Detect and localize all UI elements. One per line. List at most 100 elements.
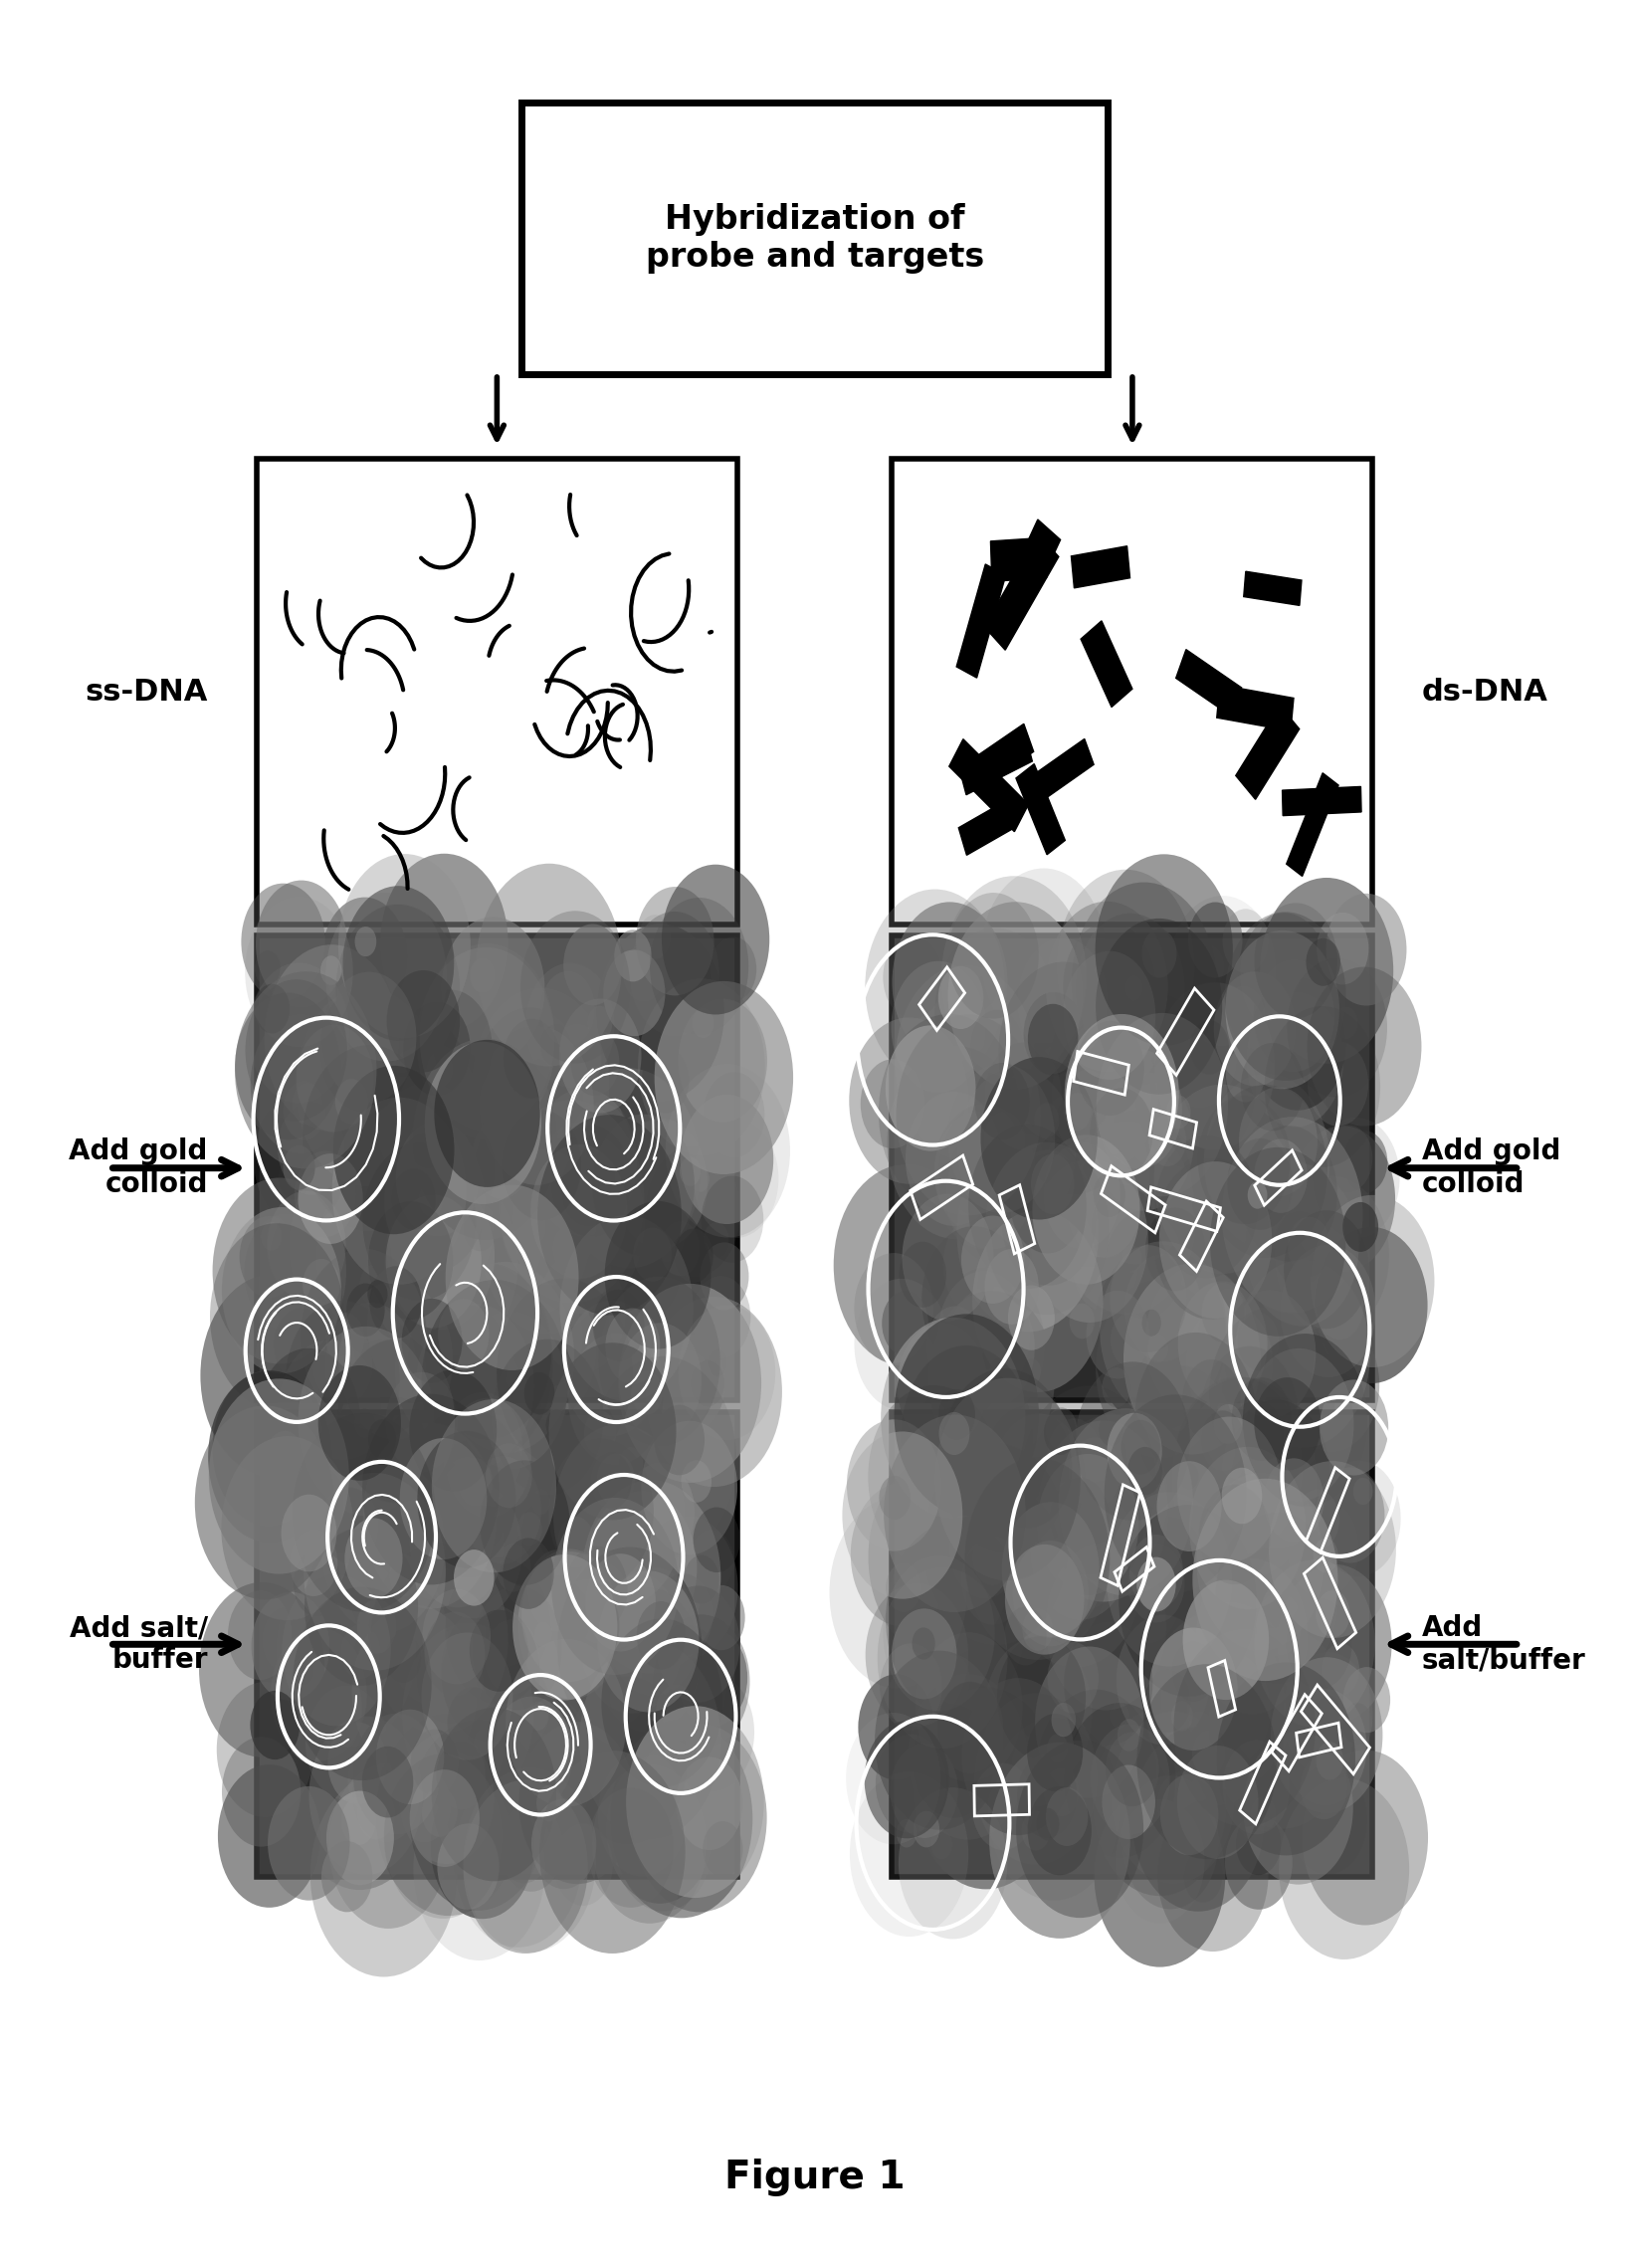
Circle shape <box>362 1143 476 1300</box>
Circle shape <box>1305 939 1339 987</box>
Circle shape <box>605 1202 711 1349</box>
Bar <box>990 538 1045 581</box>
Circle shape <box>387 1182 494 1329</box>
Circle shape <box>1145 1207 1205 1290</box>
Circle shape <box>217 1765 320 1907</box>
Circle shape <box>1240 1125 1336 1261</box>
Circle shape <box>1282 1690 1367 1805</box>
Circle shape <box>1315 1467 1383 1563</box>
Circle shape <box>1031 1476 1127 1613</box>
Circle shape <box>998 962 1129 1143</box>
Circle shape <box>1241 1624 1284 1683</box>
Circle shape <box>400 1281 468 1377</box>
Circle shape <box>610 1719 752 1919</box>
Circle shape <box>1090 1724 1169 1835</box>
Circle shape <box>1031 1154 1073 1213</box>
Circle shape <box>678 998 767 1123</box>
Circle shape <box>708 1349 726 1377</box>
Circle shape <box>1091 966 1109 991</box>
Circle shape <box>320 984 411 1114</box>
Circle shape <box>1243 1349 1354 1501</box>
Bar <box>1282 787 1360 816</box>
Circle shape <box>970 1109 1018 1175</box>
Circle shape <box>404 1408 527 1579</box>
Circle shape <box>537 1250 625 1372</box>
Circle shape <box>201 1275 346 1476</box>
Bar <box>1016 764 1065 855</box>
Circle shape <box>703 1222 729 1256</box>
Circle shape <box>608 1286 659 1356</box>
Circle shape <box>692 1009 713 1039</box>
Circle shape <box>294 1551 341 1617</box>
Bar <box>956 565 1005 678</box>
Circle shape <box>698 1585 744 1651</box>
Bar <box>256 934 737 1399</box>
Circle shape <box>1196 1558 1306 1715</box>
Circle shape <box>453 1769 582 1948</box>
Circle shape <box>987 1717 1119 1901</box>
Bar <box>918 966 964 1030</box>
Circle shape <box>1189 1021 1228 1075</box>
Circle shape <box>370 1542 507 1735</box>
Circle shape <box>440 1603 540 1742</box>
Circle shape <box>362 1746 413 1817</box>
Circle shape <box>665 1064 789 1238</box>
Circle shape <box>1225 1817 1292 1910</box>
Circle shape <box>537 1785 563 1821</box>
Circle shape <box>471 1129 493 1159</box>
Circle shape <box>1047 1642 1098 1712</box>
Circle shape <box>946 1123 1049 1266</box>
Circle shape <box>1254 1560 1373 1728</box>
Circle shape <box>282 1145 315 1191</box>
Bar <box>959 739 1032 794</box>
Circle shape <box>652 1574 713 1656</box>
Circle shape <box>636 887 714 996</box>
Circle shape <box>431 1708 556 1880</box>
Circle shape <box>1166 1095 1191 1129</box>
Circle shape <box>1129 1535 1182 1610</box>
Circle shape <box>548 1438 654 1585</box>
Circle shape <box>618 1322 701 1438</box>
Circle shape <box>1153 1084 1288 1275</box>
Circle shape <box>1256 1592 1302 1656</box>
Circle shape <box>1008 1245 1029 1272</box>
Circle shape <box>1065 1154 1140 1256</box>
Circle shape <box>693 1120 778 1238</box>
Circle shape <box>983 1043 1062 1150</box>
Circle shape <box>385 1567 486 1706</box>
Circle shape <box>341 1796 375 1846</box>
Circle shape <box>1101 1368 1130 1408</box>
Circle shape <box>1011 1540 1088 1647</box>
Circle shape <box>1171 1642 1215 1701</box>
Circle shape <box>1045 900 1168 1073</box>
Bar <box>256 458 737 925</box>
Circle shape <box>316 1603 357 1660</box>
Circle shape <box>1036 1690 1155 1857</box>
Bar <box>1013 519 1060 592</box>
Circle shape <box>931 1830 951 1860</box>
Circle shape <box>1156 1461 1222 1551</box>
Circle shape <box>913 1810 939 1848</box>
Circle shape <box>1287 1499 1359 1599</box>
Circle shape <box>1171 1701 1192 1730</box>
Circle shape <box>620 1234 678 1315</box>
Circle shape <box>1049 1476 1109 1560</box>
Circle shape <box>895 1819 917 1848</box>
Circle shape <box>320 955 341 984</box>
Circle shape <box>1142 1309 1160 1336</box>
Circle shape <box>453 1311 566 1470</box>
Circle shape <box>1179 1157 1212 1202</box>
Circle shape <box>1176 1746 1258 1860</box>
Circle shape <box>1316 912 1368 984</box>
Circle shape <box>445 1556 551 1703</box>
Circle shape <box>240 1216 298 1297</box>
Circle shape <box>274 1309 328 1381</box>
Circle shape <box>1189 1447 1305 1610</box>
Circle shape <box>638 914 670 959</box>
Circle shape <box>499 1803 563 1892</box>
Circle shape <box>373 1431 439 1524</box>
Bar <box>1179 1202 1223 1272</box>
Circle shape <box>1008 1286 1054 1349</box>
Circle shape <box>874 1651 1003 1830</box>
Circle shape <box>504 1356 530 1393</box>
